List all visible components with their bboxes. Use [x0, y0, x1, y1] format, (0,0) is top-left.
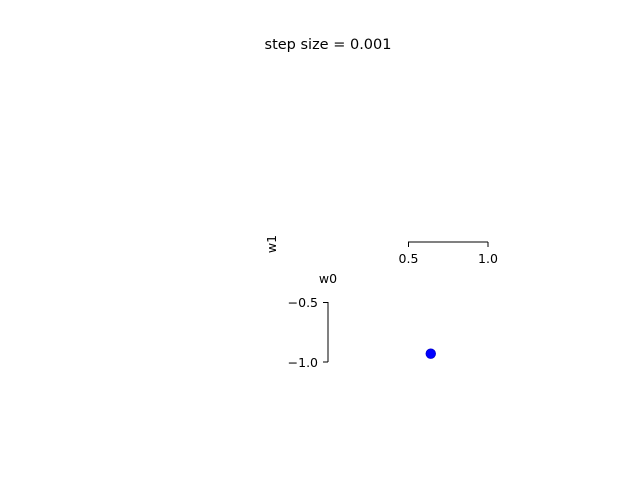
x-axis-label: w0 [319, 271, 337, 286]
x-tick-label-0: 0.5 [399, 251, 419, 266]
scatter-points [426, 349, 436, 359]
scatter-point-0-0 [426, 349, 436, 359]
y-tick-label-1: −1.0 [288, 355, 318, 370]
x-tick-label-1: 1.0 [478, 251, 498, 266]
chart-title: step size = 0.001 [265, 37, 392, 53]
y-tick-label-0: −0.5 [288, 295, 318, 310]
y-axis-label: w1 [264, 235, 279, 253]
